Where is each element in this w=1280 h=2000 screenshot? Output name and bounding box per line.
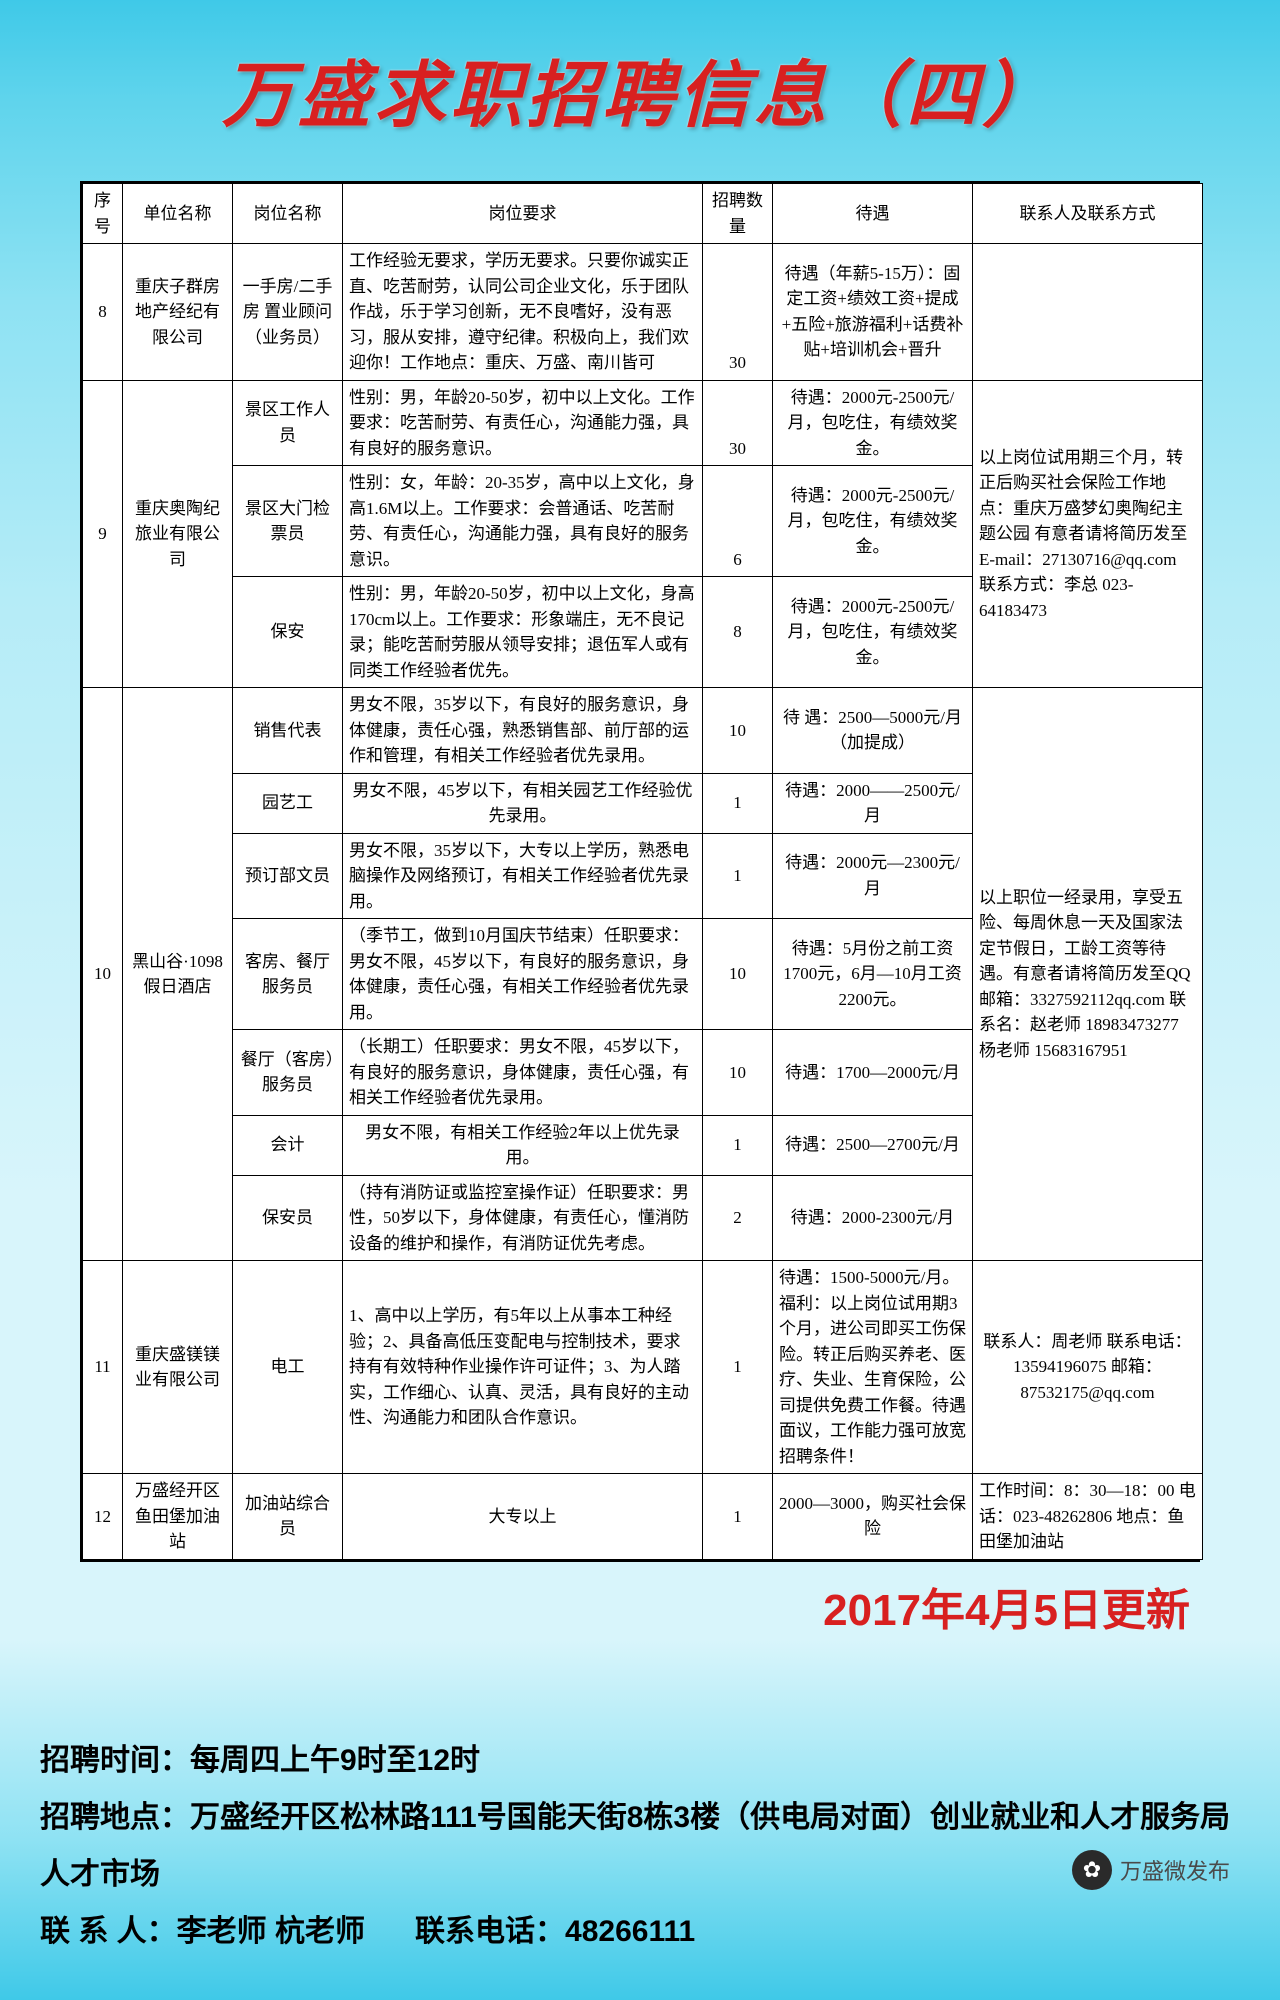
cell-req: （长期工）任职要求：男女不限，45岁以下，有良好的服务意识，身体健康，责任心强，…	[343, 1030, 703, 1116]
cell-pay: 待遇：2000元—2300元/月	[773, 833, 973, 919]
cell-req: （季节工，做到10月国庆节结束）任职要求：男女不限，45岁以下，有良好的服务意识…	[343, 919, 703, 1030]
cell-contact: 工作时间：8：30—18：00 电话：023-48262806 地点：鱼田堡加油…	[973, 1474, 1203, 1560]
cell-req: 男女不限，35岁以下，大专以上学历，熟悉电脑操作及网络预订，有相关工作经验者优先…	[343, 833, 703, 919]
table-row: 8 重庆子群房地产经纪有限公司 一手房/二手房 置业顾问（业务员） 工作经验无要…	[83, 244, 1203, 381]
update-date: 2017年4月5日更新	[0, 1574, 1280, 1638]
cell-pay: 待遇：1500-5000元/月。福利：以上岗位试用期3个月，进公司即买工伤保险。…	[773, 1261, 973, 1474]
cell-req: 性别：女，年龄：20-35岁，高中以上文化，身高1.6M以上。工作要求：会普通话…	[343, 466, 703, 577]
cell-pay: 待遇：2000元-2500元/月，包吃住，有绩效奖金。	[773, 577, 973, 688]
f-time: 每周四上午9时至12时	[190, 1744, 480, 1777]
cell-pos: 会计	[233, 1115, 343, 1175]
f-phone: 48266111	[565, 1915, 695, 1948]
f-addr-label: 招聘地点：	[40, 1801, 190, 1834]
table-row: 10 黑山谷·1098假日酒店 销售代表 男女不限，35岁以下，有良好的服务意识…	[83, 688, 1203, 774]
cell-pos: 预订部文员	[233, 833, 343, 919]
table-header-row: 序号 单位名称 岗位名称 岗位要求 招聘数量 待遇 联系人及联系方式	[83, 184, 1203, 244]
cell-pos: 销售代表	[233, 688, 343, 774]
cell-idx: 10	[83, 688, 123, 1261]
h-pos: 岗位名称	[233, 184, 343, 244]
f-phone-label: 联系电话：	[415, 1915, 565, 1948]
cell-num: 2	[703, 1175, 773, 1261]
cell-org: 重庆子群房地产经纪有限公司	[123, 244, 233, 381]
table-row: 12 万盛经开区鱼田堡加油站 加油站综合员 大专以上 1 2000—3000，购…	[83, 1474, 1203, 1560]
cell-org: 重庆盛镁镁业有限公司	[123, 1261, 233, 1474]
cell-pos: 景区工作人员	[233, 380, 343, 466]
cell-pos: 园艺工	[233, 773, 343, 833]
cell-num: 30	[703, 380, 773, 466]
wechat-name: 万盛微发布	[1120, 1854, 1230, 1886]
cell-req: 性别：男，年龄20-50岁，初中以上文化，身高170cm以上。工作要求：形象端庄…	[343, 577, 703, 688]
f-person-label: 联 系 人：	[40, 1915, 177, 1948]
cell-req: 性别：男，年龄20-50岁，初中以上文化。工作要求：吃苦耐劳、有责任心，沟通能力…	[343, 380, 703, 466]
cell-req: 1、高中以上学历，有5年以上从事本工种经验；2、具备高低压变配电与控制技术，要求…	[343, 1261, 703, 1474]
cell-pay: 待遇：2000元-2500元/月，包吃住，有绩效奖金。	[773, 380, 973, 466]
h-req: 岗位要求	[343, 184, 703, 244]
cell-pos: 保安员	[233, 1175, 343, 1261]
table-row: 11 重庆盛镁镁业有限公司 电工 1、高中以上学历，有5年以上从事本工种经验；2…	[83, 1261, 1203, 1474]
cell-pay: 2000—3000，购买社会保险	[773, 1474, 973, 1560]
cell-pos: 电工	[233, 1261, 343, 1474]
cell-pay: 待遇：1700—2000元/月	[773, 1030, 973, 1116]
cell-num: 1	[703, 773, 773, 833]
cell-pos: 餐厅（客房）服务员	[233, 1030, 343, 1116]
h-pay: 待遇	[773, 184, 973, 244]
cell-pos: 景区大门检票员	[233, 466, 343, 577]
h-org: 单位名称	[123, 184, 233, 244]
cell-pay: 待遇：2500—2700元/月	[773, 1115, 973, 1175]
cell-contact	[973, 244, 1203, 381]
cell-pay: 待遇：2000-2300元/月	[773, 1175, 973, 1261]
cell-pay: 待遇：2000——2500元/月	[773, 773, 973, 833]
cell-num: 6	[703, 466, 773, 577]
cell-num: 1	[703, 1115, 773, 1175]
cell-req: 男女不限，有相关工作经验2年以上优先录用。	[343, 1115, 703, 1175]
cell-req: 男女不限，35岁以下，有良好的服务意识，身体健康，责任心强，熟悉销售部、前厅部的…	[343, 688, 703, 774]
cell-contact: 联系人：周老师 联系电话：13594196075 邮箱：87532175@qq.…	[973, 1261, 1203, 1474]
footer-info: 招聘时间：每周四上午9时至12时 招聘地点：万盛经开区松林路111号国能天街8栋…	[40, 1732, 1240, 1960]
h-idx: 序号	[83, 184, 123, 244]
cell-idx: 12	[83, 1474, 123, 1560]
cell-pos: 加油站综合员	[233, 1474, 343, 1560]
cell-req: （持有消防证或监控室操作证）任职要求：男性，50岁以下，身体健康，有责任心，懂消…	[343, 1175, 703, 1261]
cell-idx: 9	[83, 380, 123, 688]
job-table: 序号 单位名称 岗位名称 岗位要求 招聘数量 待遇 联系人及联系方式 8 重庆子…	[80, 181, 1200, 1562]
cell-org: 黑山谷·1098假日酒店	[123, 688, 233, 1261]
cell-pos: 客房、餐厅服务员	[233, 919, 343, 1030]
cell-pos: 保安	[233, 577, 343, 688]
cell-idx: 11	[83, 1261, 123, 1474]
f-time-label: 招聘时间：	[40, 1744, 190, 1777]
cell-pay: 待遇：2000元-2500元/月，包吃住，有绩效奖金。	[773, 466, 973, 577]
cell-num: 1	[703, 1474, 773, 1560]
cell-pay: 待 遇：2500—5000元/月（加提成）	[773, 688, 973, 774]
cell-req: 男女不限，45岁以下，有相关园艺工作经验优先录用。	[343, 773, 703, 833]
f-person: 李老师 杭老师	[177, 1915, 365, 1948]
cell-contact: 以上职位一经录用，享受五险、每周休息一天及国家法定节假日，工龄工资等待遇。有意者…	[973, 688, 1203, 1261]
table-row: 9 重庆奥陶纪旅业有限公司 景区工作人员 性别：男，年龄20-50岁，初中以上文…	[83, 380, 1203, 466]
cell-num: 10	[703, 919, 773, 1030]
h-num: 招聘数量	[703, 184, 773, 244]
cell-org: 重庆奥陶纪旅业有限公司	[123, 380, 233, 688]
cell-req: 工作经验无要求，学历无要求。只要你诚实正直、吃苦耐劳，认同公司企业文化，乐于团队…	[343, 244, 703, 381]
h-contact: 联系人及联系方式	[973, 184, 1203, 244]
cell-num: 8	[703, 577, 773, 688]
page-title: 万盛求职招聘信息（四）	[0, 0, 1280, 141]
cell-req: 大专以上	[343, 1474, 703, 1560]
cell-num: 30	[703, 244, 773, 381]
cell-pos: 一手房/二手房 置业顾问（业务员）	[233, 244, 343, 381]
cell-num: 10	[703, 688, 773, 774]
f-addr: 万盛经开区松林路111号国能天街8栋3楼（供电局对面）创业就业和人才服务局人才市…	[40, 1801, 1230, 1891]
cell-org: 万盛经开区鱼田堡加油站	[123, 1474, 233, 1560]
cell-pay: 待遇（年薪5-15万）：固定工资+绩效工资+提成+五险+旅游福利+话费补贴+培训…	[773, 244, 973, 381]
cell-num: 1	[703, 1261, 773, 1474]
cell-contact: 以上岗位试用期三个月，转正后购买社会保险工作地点：重庆万盛梦幻奥陶纪主题公园 有…	[973, 380, 1203, 688]
cell-num: 1	[703, 833, 773, 919]
wechat-icon: ✿	[1072, 1850, 1112, 1890]
cell-num: 10	[703, 1030, 773, 1116]
cell-idx: 8	[83, 244, 123, 381]
wechat-source: ✿ 万盛微发布	[1072, 1850, 1230, 1890]
cell-pay: 待遇：5月份之前工资1700元，6月—10月工资2200元。	[773, 919, 973, 1030]
